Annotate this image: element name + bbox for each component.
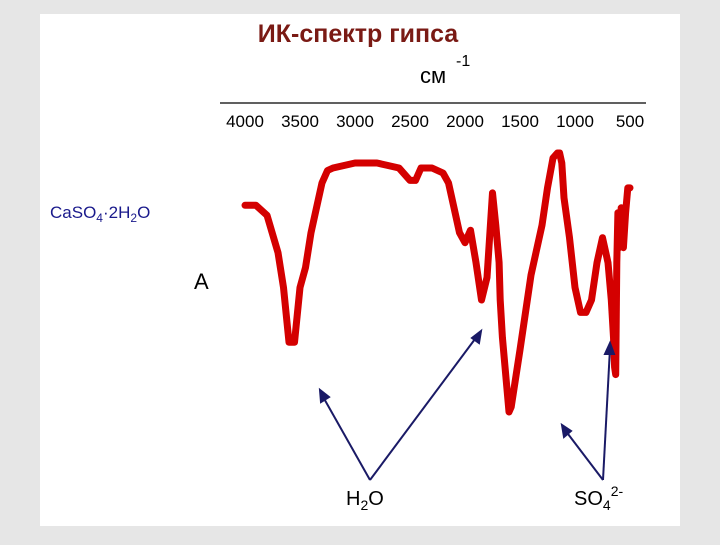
slide-panel <box>40 14 680 526</box>
x-tick-label: 1500 <box>501 112 539 131</box>
x-axis-unit: см <box>420 63 446 88</box>
h2o-arrow-left <box>321 394 371 481</box>
h2o-arrows <box>318 328 483 481</box>
h2o-arrowhead-right <box>470 328 483 345</box>
h2o-label: H2O <box>346 488 384 513</box>
so4-label: SO42- <box>574 483 623 513</box>
x-tick-label: 4000 <box>226 112 264 131</box>
x-tick-labels: 4000 3500 3000 2500 2000 1500 1000 500 <box>226 112 644 131</box>
formula-label: CaSO4·2H2O <box>50 203 150 225</box>
x-tick-label: 500 <box>616 112 644 131</box>
so4-arrow-right <box>602 347 611 481</box>
x-axis-unit-exponent: -1 <box>456 53 470 70</box>
spectrum-series-line <box>241 149 634 416</box>
y-axis-label: A <box>194 269 209 294</box>
x-tick-label: 3500 <box>281 112 319 131</box>
so4-arrow-left <box>564 429 604 481</box>
x-tick-label: 2000 <box>446 112 484 131</box>
x-tick-label: 2500 <box>391 112 429 131</box>
so4-arrowhead-left <box>560 422 573 439</box>
chart-title: ИК-спектр гипса <box>258 20 460 48</box>
h2o-arrow-right <box>369 334 479 481</box>
x-tick-label: 3000 <box>336 112 374 131</box>
so4-arrows <box>560 340 616 481</box>
so4-arrowhead-right <box>603 340 616 355</box>
h2o-arrowhead-left <box>318 387 331 404</box>
x-tick-label: 1000 <box>556 112 594 131</box>
